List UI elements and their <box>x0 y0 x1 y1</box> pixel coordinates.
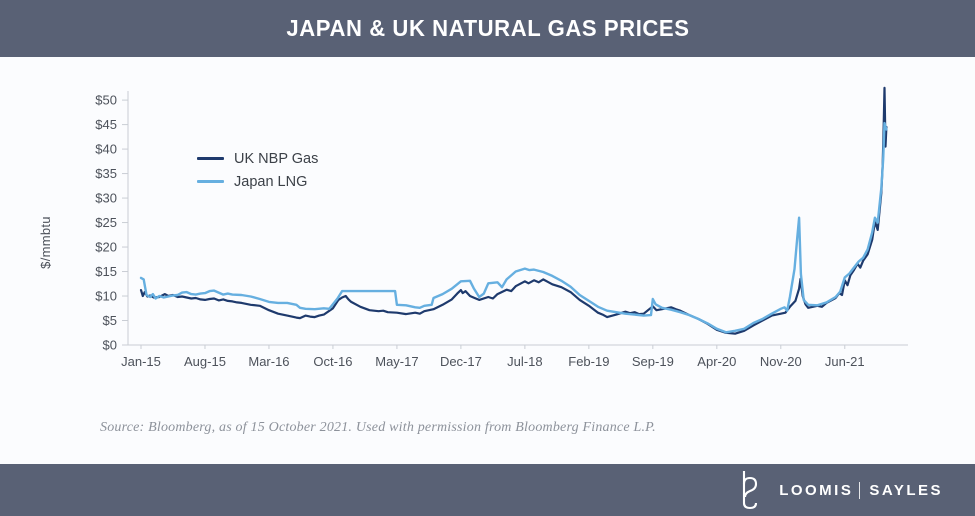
series-line-uk-nbp-gas <box>139 86 888 335</box>
y-tick-label: $40 <box>95 142 117 157</box>
y-tick-label: $45 <box>95 117 117 132</box>
brand-divider <box>859 481 861 499</box>
chart-area: $0 $5 $10 $15 $20 $25 $30 $35 $40 $45 $50 Jan-15 Aug… <box>0 57 975 464</box>
legend-item-uk-nbp-gas: UK NBP Gas <box>197 147 318 170</box>
y-tick-label: $35 <box>95 166 117 181</box>
x-tick-label: Aug-15 <box>184 354 226 369</box>
x-tick-label: Jul-18 <box>507 354 542 369</box>
uk-nbp-gas-line-swatch <box>197 157 224 160</box>
page-title: JAPAN & UK NATURAL GAS PRICES <box>285 15 690 41</box>
y-axis-title: $/mmbtu <box>37 215 53 269</box>
chart-legend: UK NBP Gas Japan LNG <box>197 147 318 193</box>
price-chart: $0 $5 $10 $15 $20 $25 $30 $35 $40 $45 $50 Jan-15 Aug… <box>95 86 908 369</box>
brand-word-sayles: SAYLES <box>869 481 943 499</box>
y-tick-label: $20 <box>95 240 117 255</box>
brand-word-loomis: LOOMIS <box>779 481 854 499</box>
y-tick-label: $30 <box>95 191 117 206</box>
x-tick-label: Oct-16 <box>313 354 352 369</box>
source-note: Source: Bloomberg, as of 15 October 2021… <box>100 420 656 435</box>
x-tick-label: Sep-19 <box>632 354 674 369</box>
y-tick-label: $10 <box>95 289 117 304</box>
legend-label: UK NBP Gas <box>234 150 319 167</box>
y-tick-label: $50 <box>95 93 117 108</box>
y-tick-label: $25 <box>95 215 117 230</box>
x-tick-label: Feb-19 <box>568 354 609 369</box>
x-tick-label: Mar-16 <box>248 354 289 369</box>
legend-item-japan-lng: Japan LNG <box>197 170 318 193</box>
japan-lng-line-swatch <box>197 180 224 183</box>
title-bar: JAPAN & UK NATURAL GAS PRICES <box>0 0 975 57</box>
brand-wordmark: LOOMIS SAYLES <box>779 481 943 499</box>
series-line-japan-lng <box>139 121 888 334</box>
x-tick-label: Jan-15 <box>121 354 161 369</box>
y-tick-label: $15 <box>95 264 117 279</box>
x-tick-label: Apr-20 <box>697 354 736 369</box>
legend-label: Japan LNG <box>234 173 308 190</box>
brand-footer: LOOMIS SAYLES <box>0 464 975 516</box>
loomis-sayles-logo-icon <box>743 471 758 510</box>
x-tick-label: Dec-17 <box>440 354 482 369</box>
x-tick-label: May-17 <box>375 354 418 369</box>
x-tick-label: Nov-20 <box>760 354 802 369</box>
y-tick-label: $0 <box>103 338 117 353</box>
y-tick-label: $5 <box>103 313 117 328</box>
x-tick-label: Jun-21 <box>825 354 865 369</box>
